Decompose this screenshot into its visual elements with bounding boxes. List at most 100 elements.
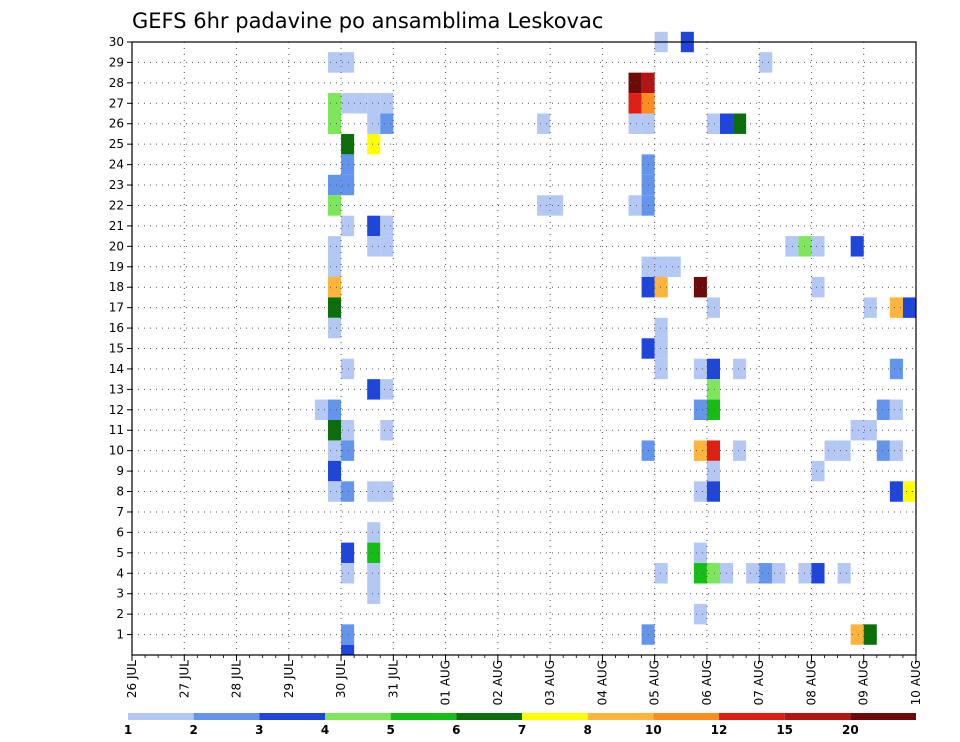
- y-tick-label: 8: [116, 485, 124, 499]
- colorbar-segment: [850, 713, 916, 720]
- heatmap-cell: [811, 563, 825, 584]
- heatmap-cell: [328, 256, 342, 277]
- x-tick-label: 05 AUG: [648, 660, 662, 705]
- x-tick-label: 26 JUL: [125, 660, 139, 698]
- x-tick-label: 07 AUG: [752, 660, 766, 705]
- colorbar-segment: [193, 713, 260, 720]
- heatmap-cell: [706, 297, 720, 318]
- heatmap-cell: [367, 481, 381, 502]
- x-tick-label: 28 JUL: [230, 660, 244, 698]
- heatmap-cell: [367, 113, 381, 134]
- heatmap-cell: [341, 542, 355, 564]
- colorbar-label: 10: [645, 723, 662, 737]
- heatmap-cell: [706, 460, 720, 482]
- y-tick-label: 9: [116, 464, 124, 478]
- heatmap-cell: [328, 440, 342, 461]
- colorbar-segment: [325, 713, 391, 720]
- y-tick-label: 26: [109, 117, 124, 131]
- heatmap-cell: [367, 583, 381, 604]
- y-axis: 1234567891011121314151617181920212223242…: [109, 35, 132, 642]
- heatmap-cell: [811, 460, 825, 482]
- y-tick-label: 17: [109, 301, 124, 315]
- heatmap-cell: [759, 52, 773, 73]
- heatmap-cell: [367, 93, 381, 114]
- heatmap-cell: [367, 379, 381, 400]
- y-tick-label: 5: [116, 546, 124, 560]
- colorbar-segment: [587, 713, 654, 720]
- y-tick-label: 29: [109, 55, 124, 69]
- heatmap-cell: [706, 358, 720, 380]
- x-tick-label: 09 AUG: [857, 660, 871, 705]
- heatmap-cell: [380, 379, 394, 400]
- y-tick-label: 10: [109, 444, 124, 458]
- heatmap-cell: [733, 358, 747, 380]
- y-tick-label: 1: [116, 628, 124, 642]
- y-tick-label: 18: [109, 280, 124, 294]
- heatmap-cell: [733, 440, 747, 461]
- heatmap-cell: [367, 236, 381, 257]
- heatmap-cell: [367, 542, 381, 564]
- heatmap-cell: [876, 440, 890, 461]
- heatmap-cell: [328, 481, 342, 502]
- x-tick-label: 29 JUL: [282, 660, 296, 698]
- heatmap-cell: [850, 624, 864, 645]
- y-tick-label: 24: [109, 158, 124, 172]
- heatmap-cells: [314, 31, 916, 655]
- x-tick-label: 10 AUG: [909, 660, 923, 705]
- heatmap-cell: [746, 563, 760, 584]
- y-tick-label: 14: [109, 362, 124, 376]
- heatmap-cell: [367, 522, 381, 543]
- x-tick-label: 06 AUG: [700, 660, 714, 705]
- y-tick-label: 15: [109, 342, 124, 356]
- heatmap-cell: [328, 236, 342, 257]
- grid-lines: [132, 42, 916, 655]
- heatmap-cell: [811, 236, 825, 257]
- heatmap-cell: [380, 93, 394, 114]
- heatmap-cell: [706, 563, 720, 584]
- heatmap-cell: [380, 236, 394, 257]
- y-tick-label: 16: [109, 321, 124, 335]
- y-tick-label: 20: [109, 239, 124, 253]
- heatmap-cell: [733, 113, 747, 134]
- heatmap-cell: [837, 563, 851, 584]
- y-tick-label: 11: [109, 423, 124, 437]
- heatmap-cell: [693, 358, 707, 380]
- colorbar-segment: [259, 713, 325, 720]
- colorbar-segment: [719, 713, 785, 720]
- heatmap-cell: [328, 420, 342, 441]
- colorbar-segment: [456, 713, 522, 720]
- heatmap-cell: [706, 379, 720, 400]
- colorbar-label: 4: [321, 723, 329, 737]
- y-tick-label: 2: [116, 607, 124, 621]
- y-tick-label: 4: [116, 566, 124, 580]
- heatmap-cell: [654, 358, 668, 380]
- heatmap-cell: [314, 399, 328, 421]
- heatmap-cell: [706, 481, 720, 502]
- heatmap-cell: [693, 399, 707, 421]
- colorbar-label: 2: [189, 723, 197, 737]
- heatmap-cell: [341, 481, 355, 502]
- colorbar-label: 5: [386, 723, 394, 737]
- heatmap-cell: [654, 256, 668, 277]
- heatmap-cell: [328, 52, 342, 73]
- heatmap-cell: [706, 440, 720, 461]
- x-tick-label: 27 JUL: [177, 660, 191, 698]
- heatmap-cell: [367, 215, 381, 237]
- heatmap-cell: [889, 481, 903, 502]
- heatmap-cell: [537, 195, 551, 216]
- colorbar: 1 2 3 4 5 6 7 8 10 12 15 20: [124, 713, 916, 737]
- heatmap-cell: [341, 93, 355, 114]
- heatmap-cell: [341, 133, 355, 155]
- heatmap-cell: [850, 420, 864, 441]
- y-tick-label: 27: [109, 96, 124, 110]
- x-tick-label: 04 AUG: [595, 660, 609, 705]
- heatmap-cell: [876, 399, 890, 421]
- y-tick-label: 19: [109, 260, 124, 274]
- heatmap-cell: [654, 563, 668, 584]
- colorbar-segment: [784, 713, 851, 720]
- colorbar-label: 12: [711, 723, 728, 737]
- heatmap-cell: [667, 256, 681, 277]
- y-tick-label: 12: [109, 403, 124, 417]
- heatmap-cell: [706, 113, 720, 134]
